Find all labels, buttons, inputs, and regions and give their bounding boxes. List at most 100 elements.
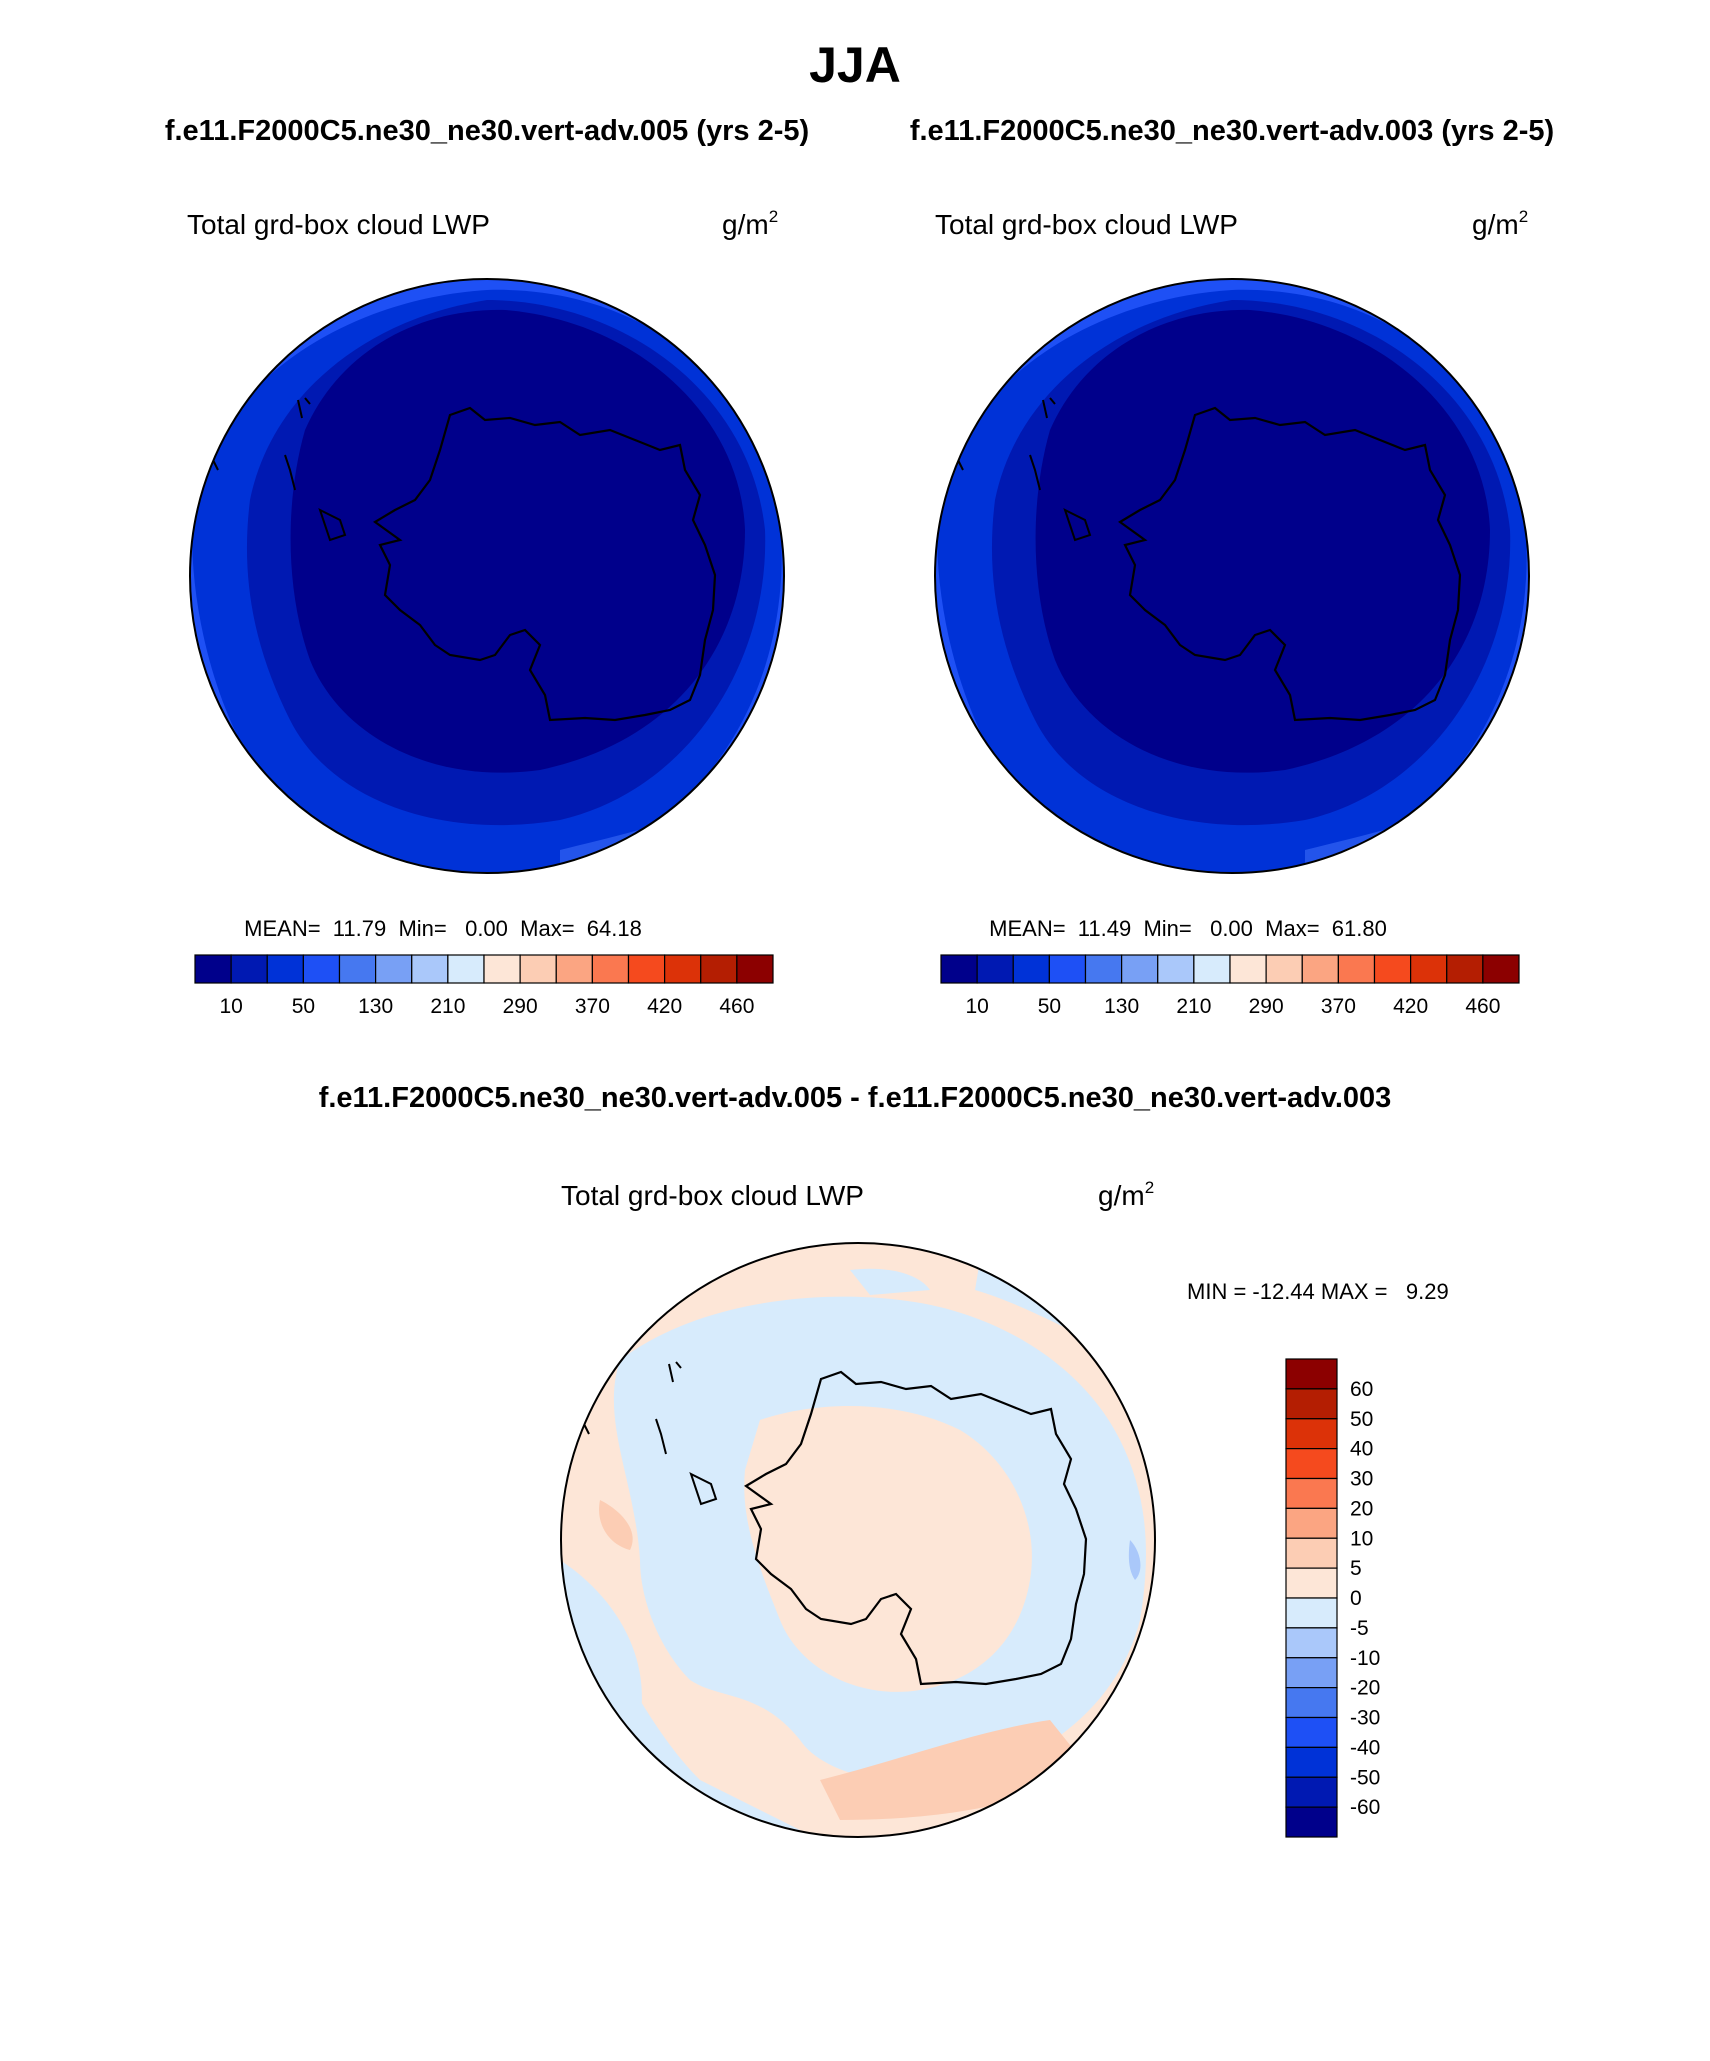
colorbar-tick-label: 50 bbox=[1038, 995, 1061, 1018]
colorbar-swatch bbox=[555, 954, 593, 984]
colorbar-tick-label: 40 bbox=[1350, 1438, 1373, 1461]
colorbar-swatch bbox=[1285, 1567, 1338, 1599]
colorbar-swatch bbox=[483, 954, 521, 984]
colorbar-swatch bbox=[519, 954, 557, 984]
panel-right: Total grd-box cloud LWP g/m2 MEAN= 11.49… bbox=[934, 207, 1530, 1018]
colorbar-swatch bbox=[664, 954, 702, 984]
colorbar-swatch bbox=[1285, 1806, 1338, 1838]
map-difference bbox=[561, 1243, 1155, 1837]
colorbar-swatch bbox=[736, 954, 774, 984]
colorbar-swatch bbox=[1285, 1687, 1338, 1719]
colorbar-swatch bbox=[1285, 1507, 1338, 1539]
units-label-right: g/m2 bbox=[1472, 207, 1528, 240]
colorbar-tick-label: 420 bbox=[647, 995, 682, 1018]
colorbar-tick-label: -60 bbox=[1350, 1796, 1380, 1819]
colorbar-swatch bbox=[1048, 954, 1087, 984]
colorbar-swatch bbox=[1337, 954, 1376, 984]
colorbar-swatch bbox=[627, 954, 666, 984]
colorbar-swatch bbox=[1285, 1448, 1338, 1480]
colorbar-tick-label: -20 bbox=[1350, 1677, 1380, 1700]
colorbar-tick-label: 130 bbox=[358, 995, 393, 1018]
colorbar-swatch bbox=[1193, 954, 1231, 984]
colorbar-swatch bbox=[411, 954, 449, 984]
colorbar-tick-label: 20 bbox=[1350, 1497, 1373, 1520]
stats-right: MEAN= 11.49 Min= 0.00 Max= 61.80 bbox=[989, 916, 1387, 941]
colorbar-tick-label: 10 bbox=[965, 995, 988, 1018]
stats-left: MEAN= 11.79 Min= 0.00 Max= 64.18 bbox=[244, 916, 642, 941]
colorbar-swatch bbox=[700, 954, 738, 984]
panel-left: Total grd-box cloud LWP g/m2 MEAN= 11.79… bbox=[187, 207, 785, 1018]
colorbar-tick-label: -10 bbox=[1350, 1647, 1380, 1670]
colorbar-tick-label: 210 bbox=[430, 995, 465, 1018]
colorbar-swatch bbox=[1285, 1716, 1338, 1748]
colorbar-tick-label: -50 bbox=[1350, 1766, 1380, 1789]
page-title: JJA bbox=[809, 37, 901, 93]
units-label-diff: g/m2 bbox=[1098, 1178, 1154, 1211]
colorbar-tick-label: 50 bbox=[1350, 1408, 1373, 1431]
units-label-left: g/m2 bbox=[722, 207, 778, 240]
map-border-left bbox=[189, 278, 785, 874]
colorbar-swatch bbox=[1285, 1627, 1338, 1659]
colorbar-tick-label: 10 bbox=[1350, 1527, 1373, 1550]
colorbar-left: 10 50 130 210 290 370 420 460 bbox=[194, 954, 774, 1018]
colorbar-tick-label: -40 bbox=[1350, 1736, 1380, 1759]
map-border-diff bbox=[560, 1242, 1156, 1838]
colorbar-tick-label: 10 bbox=[219, 995, 242, 1018]
colorbar-swatch bbox=[338, 954, 377, 984]
colorbar-tick-label: 460 bbox=[1465, 995, 1500, 1018]
diff-title: f.e11.F2000C5.ne30_ne30.vert-adv.005 - f… bbox=[319, 1082, 1392, 1114]
colorbar-swatch bbox=[1446, 954, 1484, 984]
colorbar-swatch bbox=[591, 954, 630, 984]
colorbar-swatch bbox=[447, 954, 485, 984]
colorbar-swatch bbox=[1012, 954, 1050, 984]
subtitle-right: f.e11.F2000C5.ne30_ne30.vert-adv.003 (yr… bbox=[910, 115, 1554, 147]
colorbar-tick-label: 5 bbox=[1350, 1557, 1362, 1580]
colorbar-tick-label: 130 bbox=[1104, 995, 1139, 1018]
colorbar-swatch bbox=[1285, 1358, 1338, 1390]
colorbar-swatch bbox=[1084, 954, 1123, 984]
colorbar-swatch bbox=[194, 954, 232, 984]
colorbar-tick-label: 290 bbox=[503, 995, 538, 1018]
colorbar-swatch bbox=[266, 954, 304, 984]
colorbar-swatch bbox=[1157, 954, 1195, 984]
colorbar-swatch bbox=[1285, 1537, 1338, 1569]
colorbar-swatch bbox=[1285, 1388, 1338, 1420]
colorbar-swatch bbox=[940, 954, 978, 984]
colorbar-swatch bbox=[375, 954, 413, 984]
colorbar-swatch bbox=[230, 954, 268, 984]
panel-difference: f.e11.F2000C5.ne30_ne30.vert-adv.005 - f… bbox=[319, 1082, 1449, 1838]
colorbar-right: 10 50 130 210 290 370 420 460 bbox=[940, 954, 1520, 1018]
variable-label-left: Total grd-box cloud LWP bbox=[187, 209, 490, 240]
map-border-right bbox=[934, 278, 1530, 874]
colorbar-swatch bbox=[1121, 954, 1159, 984]
colorbar-tick-label: 30 bbox=[1350, 1468, 1373, 1491]
map-left bbox=[190, 279, 784, 873]
colorbar-swatch bbox=[302, 954, 341, 984]
colorbar-swatch bbox=[1482, 954, 1520, 984]
colorbar-tick-label: 370 bbox=[575, 995, 610, 1018]
colorbar-tick-label: 50 bbox=[292, 995, 315, 1018]
colorbar-tick-label: 460 bbox=[719, 995, 754, 1018]
colorbar-swatch bbox=[1285, 1776, 1338, 1808]
stats-diff: MIN = -12.44 MAX = 9.29 bbox=[1187, 1279, 1449, 1304]
colorbar-tick-label: -30 bbox=[1350, 1707, 1380, 1730]
colorbar-swatch bbox=[1301, 954, 1339, 984]
subtitle-left: f.e11.F2000C5.ne30_ne30.vert-adv.005 (yr… bbox=[165, 115, 809, 147]
variable-label-right: Total grd-box cloud LWP bbox=[935, 209, 1238, 240]
colorbar-swatch bbox=[1285, 1657, 1338, 1689]
colorbar-swatch bbox=[1285, 1477, 1338, 1509]
colorbar-swatch bbox=[1285, 1597, 1338, 1629]
colorbar-swatch bbox=[1265, 954, 1303, 984]
colorbar-swatch bbox=[1229, 954, 1267, 984]
variable-label-diff: Total grd-box cloud LWP bbox=[561, 1180, 864, 1211]
colorbar-swatch bbox=[1373, 954, 1412, 984]
colorbar-swatch bbox=[1285, 1418, 1338, 1450]
colorbar-tick-label: 0 bbox=[1350, 1587, 1362, 1610]
colorbar-swatch bbox=[976, 954, 1014, 984]
colorbar-tick-label: 210 bbox=[1176, 995, 1211, 1018]
colorbar-tick-label: 290 bbox=[1249, 995, 1284, 1018]
colorbar-tick-label: 60 bbox=[1350, 1378, 1373, 1401]
colorbar-tick-label: 420 bbox=[1393, 995, 1428, 1018]
